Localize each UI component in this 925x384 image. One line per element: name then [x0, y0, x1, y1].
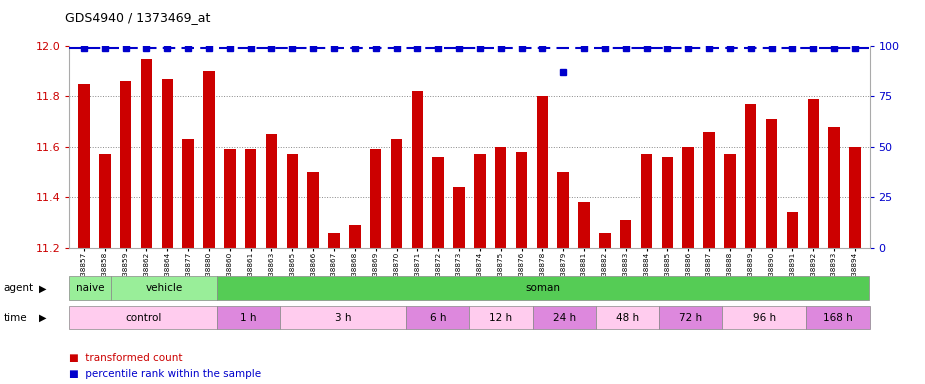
- Bar: [620, 220, 632, 248]
- Bar: [849, 147, 860, 248]
- Bar: [265, 134, 278, 248]
- Bar: [766, 119, 777, 248]
- Bar: [182, 139, 194, 248]
- Text: 48 h: 48 h: [616, 313, 639, 323]
- Bar: [349, 225, 361, 248]
- Bar: [578, 202, 590, 248]
- Bar: [141, 59, 153, 248]
- Text: control: control: [125, 313, 161, 323]
- Text: 96 h: 96 h: [753, 313, 776, 323]
- Bar: [558, 172, 569, 248]
- Bar: [453, 187, 464, 248]
- Bar: [745, 104, 757, 248]
- Bar: [287, 154, 298, 248]
- Text: soman: soman: [525, 283, 561, 293]
- Text: agent: agent: [4, 283, 34, 293]
- Text: 24 h: 24 h: [552, 313, 575, 323]
- Text: 168 h: 168 h: [823, 313, 853, 323]
- Bar: [536, 96, 549, 248]
- Bar: [703, 132, 715, 248]
- Text: ▶: ▶: [39, 313, 46, 323]
- Bar: [641, 154, 652, 248]
- Text: ■  transformed count: ■ transformed count: [69, 353, 183, 363]
- Bar: [99, 154, 110, 248]
- Bar: [307, 172, 319, 248]
- Bar: [162, 79, 173, 248]
- Text: ■  percentile rank within the sample: ■ percentile rank within the sample: [69, 369, 262, 379]
- Bar: [412, 91, 423, 248]
- Bar: [516, 152, 527, 248]
- Bar: [829, 127, 840, 248]
- Bar: [204, 71, 215, 248]
- Text: GDS4940 / 1373469_at: GDS4940 / 1373469_at: [65, 12, 210, 25]
- Text: naive: naive: [76, 283, 105, 293]
- Bar: [390, 139, 402, 248]
- Bar: [120, 81, 131, 248]
- Bar: [475, 154, 486, 248]
- Bar: [495, 147, 506, 248]
- Bar: [599, 233, 610, 248]
- Text: 72 h: 72 h: [679, 313, 702, 323]
- Text: 12 h: 12 h: [489, 313, 512, 323]
- Bar: [661, 157, 673, 248]
- Bar: [808, 99, 819, 248]
- Bar: [328, 233, 339, 248]
- Text: ▶: ▶: [39, 283, 46, 293]
- Bar: [370, 149, 381, 248]
- Text: 1 h: 1 h: [240, 313, 256, 323]
- Text: vehicle: vehicle: [145, 283, 183, 293]
- Bar: [724, 154, 735, 248]
- Bar: [786, 212, 798, 248]
- Bar: [79, 84, 90, 248]
- Bar: [224, 149, 236, 248]
- Text: time: time: [4, 313, 28, 323]
- Bar: [683, 147, 694, 248]
- Bar: [433, 157, 444, 248]
- Bar: [245, 149, 256, 248]
- Text: 3 h: 3 h: [335, 313, 352, 323]
- Text: 6 h: 6 h: [429, 313, 446, 323]
